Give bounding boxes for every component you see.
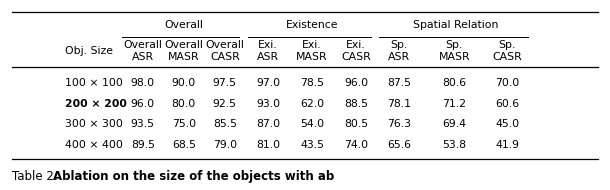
Text: Sp.: Sp. (498, 40, 515, 50)
Text: 71.2: 71.2 (442, 99, 466, 109)
Text: CASR: CASR (341, 52, 371, 62)
Text: 54.0: 54.0 (300, 119, 324, 129)
Text: MASR: MASR (168, 52, 199, 62)
Text: 200 × 200: 200 × 200 (65, 99, 127, 109)
Text: 80.6: 80.6 (442, 78, 467, 88)
Text: 78.5: 78.5 (300, 78, 324, 88)
Text: 87.0: 87.0 (256, 119, 280, 129)
Text: 93.5: 93.5 (131, 119, 155, 129)
Text: CASR: CASR (492, 52, 522, 62)
Text: Obj. Size: Obj. Size (65, 46, 113, 56)
Text: 69.4: 69.4 (442, 119, 466, 129)
Text: 79.0: 79.0 (213, 140, 237, 150)
Text: 96.0: 96.0 (131, 99, 155, 109)
Text: 92.5: 92.5 (213, 99, 237, 109)
Text: 68.5: 68.5 (172, 140, 196, 150)
Text: Overall: Overall (206, 40, 244, 50)
Text: 65.6: 65.6 (387, 140, 411, 150)
Text: 75.0: 75.0 (172, 119, 196, 129)
Text: 60.6: 60.6 (495, 99, 519, 109)
Text: 89.5: 89.5 (131, 140, 155, 150)
Text: Spatial Relation: Spatial Relation (414, 20, 499, 30)
Text: Table 2:: Table 2: (12, 170, 62, 183)
Text: 80.5: 80.5 (344, 119, 368, 129)
Text: MASR: MASR (439, 52, 470, 62)
Text: 70.0: 70.0 (495, 78, 519, 88)
Text: 53.8: 53.8 (442, 140, 466, 150)
Text: 300 × 300: 300 × 300 (65, 119, 123, 129)
Text: Ablation on the size of the objects with ab: Ablation on the size of the objects with… (53, 170, 334, 183)
Text: MASR: MASR (296, 52, 328, 62)
Text: Overall: Overall (164, 40, 203, 50)
Text: Exi.: Exi. (302, 40, 322, 50)
Text: 88.5: 88.5 (344, 99, 368, 109)
Text: 85.5: 85.5 (213, 119, 237, 129)
Text: 98.0: 98.0 (131, 78, 155, 88)
Text: 74.0: 74.0 (344, 140, 368, 150)
Text: 76.3: 76.3 (387, 119, 411, 129)
Text: CASR: CASR (210, 52, 240, 62)
Text: 93.0: 93.0 (256, 99, 280, 109)
Text: 96.0: 96.0 (344, 78, 368, 88)
Text: Sp.: Sp. (446, 40, 463, 50)
Text: ASR: ASR (257, 52, 279, 62)
Text: 87.5: 87.5 (387, 78, 411, 88)
Text: Overall: Overall (123, 40, 162, 50)
Text: Existence: Existence (285, 20, 339, 30)
Text: 90.0: 90.0 (171, 78, 196, 88)
Text: 62.0: 62.0 (300, 99, 324, 109)
Text: 97.0: 97.0 (256, 78, 280, 88)
Text: Exi.: Exi. (346, 40, 366, 50)
Text: Exi.: Exi. (258, 40, 278, 50)
Text: ASR: ASR (132, 52, 154, 62)
Text: Overall: Overall (164, 20, 203, 30)
Text: 41.9: 41.9 (495, 140, 519, 150)
Text: 81.0: 81.0 (256, 140, 280, 150)
Text: 80.0: 80.0 (171, 99, 196, 109)
Text: 400 × 400: 400 × 400 (65, 140, 123, 150)
Text: 43.5: 43.5 (300, 140, 324, 150)
Text: 78.1: 78.1 (387, 99, 411, 109)
Text: 97.5: 97.5 (213, 78, 237, 88)
Text: 45.0: 45.0 (495, 119, 519, 129)
Text: ASR: ASR (388, 52, 411, 62)
Text: Sp.: Sp. (390, 40, 408, 50)
Text: 100 × 100: 100 × 100 (65, 78, 123, 88)
